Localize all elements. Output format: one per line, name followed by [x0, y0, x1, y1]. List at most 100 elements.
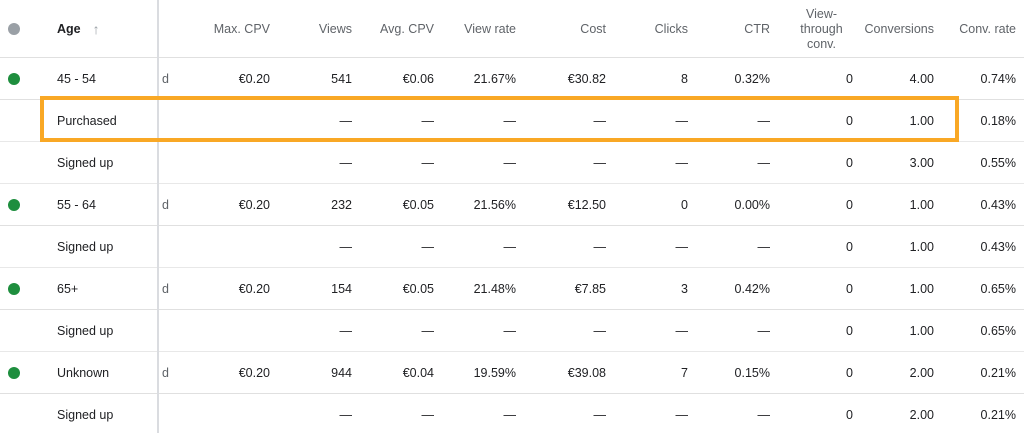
row-age: Signed up — [57, 407, 114, 422]
row-conversions: 1.00 — [909, 323, 934, 338]
status-dot-icon[interactable] — [8, 283, 20, 295]
row-max-cpv: €0.20 — [238, 71, 270, 86]
row-conversions: 4.00 — [909, 71, 934, 86]
row-truncated-column: d — [162, 281, 169, 296]
row-clicks: 3 — [681, 281, 688, 296]
row-avg-cpv: €0.05 — [402, 197, 434, 212]
row-views: — — [339, 323, 353, 338]
table-row[interactable]: 45 - 54 d €0.20 541 €0.06 21.67% €30.82 8 0.32% 0… — [0, 58, 1024, 100]
row-views: 944 — [331, 365, 352, 380]
row-view-rate: 19.59% — [473, 365, 516, 380]
column-header-age[interactable]: Age ↑ — [57, 0, 157, 58]
row-conv-rate: 0.74% — [980, 71, 1016, 86]
table-subrow[interactable]: Signed up — — — — — — 0 3.00 0.55% — [0, 142, 1024, 184]
column-header-view-rate[interactable]: View rate — [464, 21, 516, 36]
column-header-view-through-conv[interactable]: View- through conv. — [800, 6, 843, 51]
row-view-rate: — — [503, 155, 517, 170]
row-cost: €39.08 — [567, 365, 606, 380]
row-view-rate: — — [503, 323, 517, 338]
row-clicks: 7 — [681, 365, 688, 380]
row-views: — — [339, 113, 353, 128]
table-subrow[interactable]: Signed up — — — — — — 0 1.00 0.43% — [0, 226, 1024, 268]
row-max-cpv — [180, 100, 270, 141]
row-age: 45 - 54 — [57, 71, 96, 86]
row-clicks: — — [675, 407, 689, 422]
column-header-max-cpv[interactable]: Max. CPV — [213, 21, 270, 36]
row-conversions: 2.00 — [909, 365, 934, 380]
row-max-cpv: €0.20 — [238, 197, 270, 212]
row-ctr: — — [757, 155, 771, 170]
row-view-through-conv: 0 — [846, 281, 853, 296]
column-header-age-label: Age — [57, 21, 81, 36]
row-views: — — [339, 239, 353, 254]
row-avg-cpv: — — [421, 113, 435, 128]
row-max-cpv: €0.20 — [238, 365, 270, 380]
row-cost: €30.82 — [567, 71, 606, 86]
row-conversions: 2.00 — [909, 407, 934, 422]
row-view-through-conv: 0 — [846, 113, 853, 128]
row-conversions: 1.00 — [909, 197, 934, 212]
row-ctr: — — [757, 407, 771, 422]
table-subrow[interactable]: Signed up — — — — — — 0 1.00 0.65% — [0, 310, 1024, 352]
row-truncated-column — [162, 100, 182, 141]
row-conv-rate: 0.21% — [980, 407, 1016, 422]
row-view-through-conv: 0 — [846, 71, 853, 86]
row-truncated-column — [162, 142, 182, 183]
row-ctr: 0.00% — [734, 197, 770, 212]
row-avg-cpv: €0.04 — [402, 365, 434, 380]
row-conv-rate: 0.65% — [980, 323, 1016, 338]
column-header-clicks[interactable]: Clicks — [654, 21, 688, 36]
row-age: Unknown — [57, 365, 110, 380]
row-views: 232 — [331, 197, 352, 212]
row-cost: — — [593, 323, 607, 338]
row-view-rate: — — [503, 239, 517, 254]
row-view-through-conv: 0 — [846, 239, 853, 254]
row-truncated-column: d — [162, 71, 169, 86]
row-view-rate: — — [503, 113, 517, 128]
table-subrow[interactable]: Signed up — — — — — — 0 2.00 0.21% — [0, 394, 1024, 433]
row-cost: — — [593, 407, 607, 422]
status-dot-icon[interactable] — [8, 367, 20, 379]
row-conversions: 1.00 — [909, 113, 934, 128]
row-clicks: 8 — [681, 71, 688, 86]
column-header-ctr[interactable]: CTR — [744, 21, 770, 36]
row-conversions: 1.00 — [909, 281, 934, 296]
frozen-column-divider[interactable] — [157, 0, 159, 433]
column-header-cost[interactable]: Cost — [580, 21, 606, 36]
table-row[interactable]: Unknown d €0.20 944 €0.04 19.59% €39.08 7 0.15% 0… — [0, 352, 1024, 394]
row-clicks: — — [675, 239, 689, 254]
status-dot-icon[interactable] — [8, 73, 20, 85]
row-view-through-conv: 0 — [846, 155, 853, 170]
table-header: Age ↑ Max. CPV Views Avg. CPV View rate … — [0, 0, 1024, 58]
table-row[interactable]: 55 - 64 d €0.20 232 €0.05 21.56% €12.50 0 0.00% 0… — [0, 184, 1024, 226]
row-conv-rate: 0.43% — [980, 197, 1016, 212]
row-cost: — — [593, 155, 607, 170]
row-view-through-conv: 0 — [846, 365, 853, 380]
row-ctr: 0.15% — [734, 365, 770, 380]
row-avg-cpv: — — [421, 239, 435, 254]
status-dot-icon[interactable] — [8, 199, 20, 211]
column-header-avg-cpv[interactable]: Avg. CPV — [380, 21, 434, 36]
column-header-conversions[interactable]: Conversions — [864, 21, 934, 36]
row-max-cpv — [180, 310, 270, 351]
row-truncated-column — [162, 310, 182, 351]
row-conv-rate: 0.65% — [980, 281, 1016, 296]
column-header-conv-rate[interactable]: Conv. rate — [959, 21, 1016, 36]
row-views: — — [339, 407, 353, 422]
row-cost: — — [593, 113, 607, 128]
column-header-views[interactable]: Views — [318, 21, 352, 36]
row-avg-cpv: — — [421, 323, 435, 338]
row-conversions: 3.00 — [909, 155, 934, 170]
status-header-icon[interactable] — [8, 23, 20, 35]
row-max-cpv — [180, 394, 270, 433]
row-conv-rate: 0.55% — [980, 155, 1016, 170]
row-ctr: — — [757, 323, 771, 338]
table-subrow[interactable]: Purchased — — — — — — 0 1.00 0.18% — [0, 100, 1024, 142]
arrow-up-icon[interactable]: ↑ — [92, 20, 100, 37]
table-row[interactable]: 65+ d €0.20 154 €0.05 21.48% €7.85 3 0.42% 0 1.00 0… — [0, 268, 1024, 310]
row-age: 55 - 64 — [57, 197, 96, 212]
row-avg-cpv: €0.06 — [402, 71, 434, 86]
row-view-through-conv: 0 — [846, 323, 853, 338]
row-age: 65+ — [57, 281, 79, 296]
row-cost: €12.50 — [567, 197, 606, 212]
